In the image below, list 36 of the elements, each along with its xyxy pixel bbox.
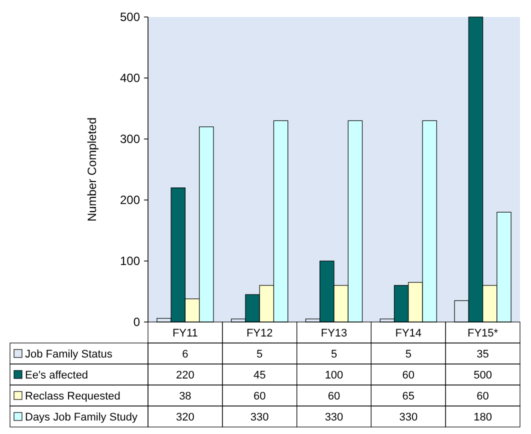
y-axis-title: Number Completed xyxy=(85,117,99,222)
y-tick-label: 0 xyxy=(133,315,140,330)
data-label: 180 xyxy=(474,411,492,424)
y-tick-label: 500 xyxy=(120,10,140,24)
y-tick-label: 300 xyxy=(120,132,140,146)
data-label: 35 xyxy=(476,348,489,360)
x-tick-label: FY15* xyxy=(468,327,499,340)
data-label: 6 xyxy=(182,348,188,360)
data-label: 5 xyxy=(405,348,412,360)
data-label: 65 xyxy=(402,390,415,402)
y-tick-label: 100 xyxy=(120,254,140,268)
data-label: 5 xyxy=(256,348,263,360)
legend-label: Job Family Status xyxy=(25,348,113,360)
data-label: 60 xyxy=(328,390,340,402)
x-tick-label: FY11 xyxy=(172,327,198,340)
data-label: 220 xyxy=(176,369,194,382)
x-tick-label: FY12 xyxy=(246,327,273,340)
data-label: 60 xyxy=(476,390,489,402)
data-label: 38 xyxy=(179,390,192,402)
data-label: 5 xyxy=(330,348,338,360)
data-label: 60 xyxy=(253,390,266,402)
data-label: 330 xyxy=(324,411,344,424)
data-label: 500 xyxy=(474,369,492,382)
data-label: 100 xyxy=(324,369,344,382)
data-label: 330 xyxy=(399,411,418,424)
x-tick-label: FY14 xyxy=(395,327,422,340)
data-label: 320 xyxy=(176,411,194,424)
data-label: 60 xyxy=(402,369,415,382)
legend-label: Reclass Requested xyxy=(25,390,120,402)
legend-label: Days Job Family Study xyxy=(25,411,138,424)
legend-label: Ee's affected xyxy=(25,369,88,382)
y-tick-label: 200 xyxy=(120,193,140,208)
x-tick-label: FY13 xyxy=(320,327,348,340)
data-label: 330 xyxy=(250,411,269,424)
data-label: 45 xyxy=(253,369,266,382)
y-tick-label: 400 xyxy=(120,71,140,86)
